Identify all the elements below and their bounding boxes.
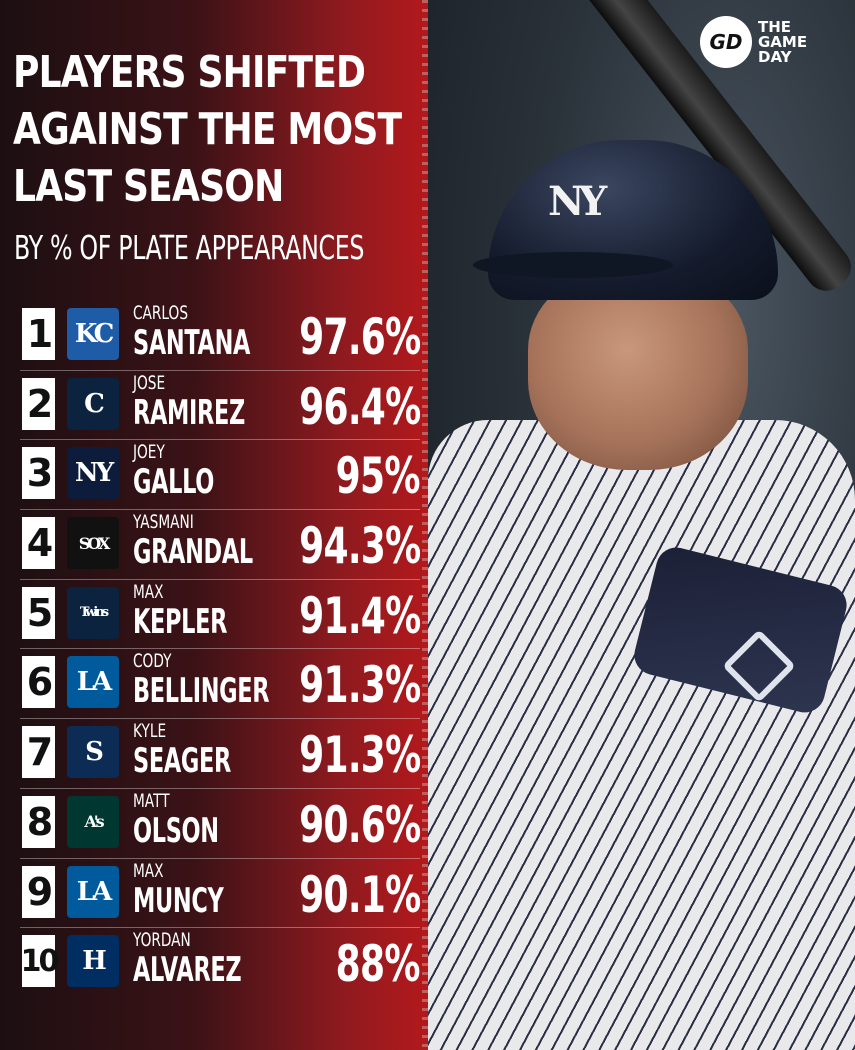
team-symbol: LA bbox=[76, 667, 113, 698]
title-line: LAST SEASON bbox=[13, 161, 284, 212]
brand-line: DAY bbox=[758, 47, 792, 66]
guardians-logo-icon: C bbox=[67, 377, 119, 430]
player-first-name: MATT bbox=[133, 789, 170, 812]
rank-badge: 1 bbox=[22, 308, 55, 360]
title-line: AGAINST THE MOST bbox=[13, 104, 402, 155]
mariners-logo-icon: S bbox=[67, 726, 119, 779]
team-symbol: A's bbox=[84, 812, 104, 832]
player-last-name: BELLINGER bbox=[133, 671, 270, 712]
rank-badge: 5 bbox=[22, 586, 55, 639]
player-row: 4 SOX YASMANI GRANDAL 94.3% bbox=[20, 509, 421, 579]
team-symbol: KC bbox=[74, 319, 115, 349]
shift-percentage: 91.3% bbox=[298, 656, 421, 715]
shift-percentage: 97.6% bbox=[298, 308, 421, 366]
player-first-name: JOEY bbox=[133, 441, 165, 464]
player-row: 1 KC CARLOS SANTANA 97.6% bbox=[20, 300, 421, 370]
dodgers-logo-icon: LA bbox=[67, 865, 119, 918]
subtitle: BY % OF PLATE APPEARANCES bbox=[14, 228, 365, 267]
title-line: PLAYERS SHIFTED bbox=[13, 47, 366, 98]
dodgers-logo-icon: LA bbox=[67, 656, 119, 709]
player-last-name: SANTANA bbox=[133, 323, 251, 363]
shift-percentage: 94.3% bbox=[298, 517, 421, 576]
player-photo: NY bbox=[428, 0, 855, 1050]
player-row: 7 S KYLE SEAGER 91.3% bbox=[20, 718, 421, 788]
rank-badge: 2 bbox=[22, 377, 55, 430]
shift-percentage: 91.3% bbox=[298, 726, 421, 785]
player-face bbox=[528, 270, 748, 470]
brand-mark-icon: GD bbox=[700, 16, 752, 68]
rank-badge: 4 bbox=[22, 517, 55, 570]
brand-logo: GD THE GAME DAY bbox=[700, 16, 807, 68]
helmet-brim bbox=[473, 252, 673, 278]
shift-percentage: 91.4% bbox=[298, 586, 421, 645]
player-row: 2 C JOSE RAMIREZ 96.4% bbox=[20, 369, 421, 440]
player-first-name: MAX bbox=[133, 859, 164, 882]
shift-percentage: 90.6% bbox=[298, 795, 421, 854]
player-first-name: YORDAN bbox=[133, 929, 191, 952]
team-symbol: H bbox=[82, 946, 107, 977]
rank-badge: 9 bbox=[22, 865, 55, 918]
helmet-logo: NY bbox=[548, 178, 607, 225]
player-last-name: GRANDAL bbox=[133, 532, 253, 573]
team-symbol: NY bbox=[74, 458, 114, 489]
rank-badge: 3 bbox=[22, 447, 55, 500]
player-row: 6 LA CODY BELLINGER 91.3% bbox=[20, 648, 421, 718]
team-symbol: SOX bbox=[78, 533, 111, 553]
player-row: 5 Twins MAX KEPLER 91.4% bbox=[20, 578, 421, 649]
player-first-name: MAX bbox=[133, 580, 164, 603]
rank-badge: 6 bbox=[22, 656, 55, 709]
shift-percentage: 95% bbox=[335, 447, 421, 506]
team-symbol: C bbox=[84, 388, 105, 419]
royals-logo-icon: KC bbox=[67, 308, 119, 360]
brand-name: THE GAME DAY bbox=[758, 17, 808, 66]
team-symbol: LA bbox=[76, 876, 113, 907]
twins-logo-icon: Twins bbox=[67, 586, 119, 639]
player-row: 3 NY JOEY GALLO 95% bbox=[20, 439, 421, 509]
shift-percentage: 96.4% bbox=[298, 377, 421, 436]
rank-badge: 10 bbox=[21, 935, 59, 988]
rank-badge: 7 bbox=[22, 726, 55, 779]
player-first-name: CODY bbox=[133, 650, 172, 673]
player-row: 10 H YORDAN ALVAREZ 88% bbox=[20, 927, 421, 997]
team-symbol: Twins bbox=[79, 605, 109, 621]
player-first-name: CARLOS bbox=[133, 302, 189, 324]
player-last-name: MUNCY bbox=[133, 880, 224, 921]
shift-percentage: 88% bbox=[335, 935, 421, 994]
player-last-name: ALVAREZ bbox=[133, 950, 242, 991]
player-last-name: KEPLER bbox=[133, 601, 228, 642]
player-first-name: YASMANI bbox=[133, 511, 194, 534]
astros-logo-icon: H bbox=[67, 935, 119, 988]
yankees-logo-icon: NY bbox=[67, 447, 119, 500]
player-last-name: SEAGER bbox=[133, 741, 231, 782]
white-sox-logo-icon: SOX bbox=[67, 517, 119, 570]
team-symbol: S bbox=[85, 737, 104, 768]
ranking-list: 1 KC CARLOS SANTANA 97.6% 2 C JOSE RAMIREZ 96.4% 3… bbox=[20, 300, 421, 997]
brand-line: GAME bbox=[758, 32, 808, 51]
athletics-logo-icon: A's bbox=[67, 795, 119, 848]
player-row: 8 A's MATT OLSON 90.6% bbox=[20, 787, 421, 858]
shift-percentage: 90.1% bbox=[298, 865, 421, 924]
player-last-name: OLSON bbox=[133, 810, 219, 851]
player-row: 9 LA MAX MUNCY 90.1% bbox=[20, 857, 421, 928]
brand-line: THE bbox=[758, 17, 792, 36]
pinstripe-jersey bbox=[428, 420, 855, 1050]
player-first-name: KYLE bbox=[133, 720, 167, 743]
page-title: PLAYERS SHIFTED AGAINST THE MOST LAST SE… bbox=[13, 44, 402, 215]
player-first-name: JOSE bbox=[133, 371, 166, 394]
rank-badge: 8 bbox=[22, 795, 55, 848]
player-last-name: GALLO bbox=[133, 462, 215, 503]
player-last-name: RAMIREZ bbox=[133, 392, 245, 433]
